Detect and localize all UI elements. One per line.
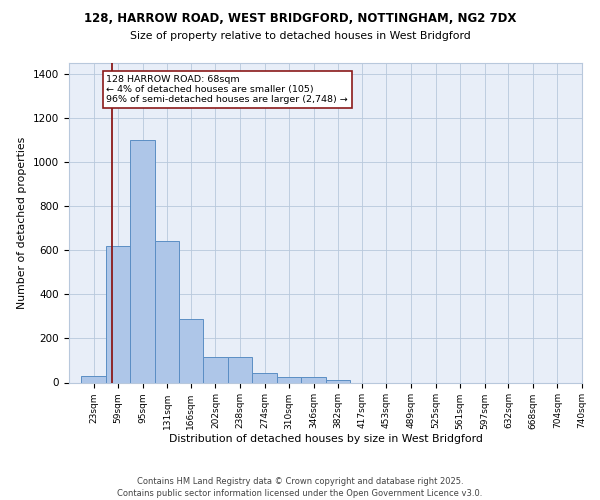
Text: 128 HARROW ROAD: 68sqm
← 4% of detached houses are smaller (105)
96% of semi-det: 128 HARROW ROAD: 68sqm ← 4% of detached … xyxy=(106,74,348,104)
Bar xyxy=(252,372,277,382)
Y-axis label: Number of detached properties: Number of detached properties xyxy=(17,136,28,308)
Bar xyxy=(81,376,106,382)
X-axis label: Distribution of detached houses by size in West Bridgford: Distribution of detached houses by size … xyxy=(169,434,482,444)
Text: Contains public sector information licensed under the Open Government Licence v3: Contains public sector information licen… xyxy=(118,488,482,498)
Bar xyxy=(326,380,350,382)
Text: Size of property relative to detached houses in West Bridgford: Size of property relative to detached ho… xyxy=(130,31,470,41)
Bar xyxy=(106,246,130,382)
Bar xyxy=(301,377,326,382)
Bar xyxy=(179,318,203,382)
Text: 128, HARROW ROAD, WEST BRIDGFORD, NOTTINGHAM, NG2 7DX: 128, HARROW ROAD, WEST BRIDGFORD, NOTTIN… xyxy=(84,12,516,26)
Bar xyxy=(130,140,155,382)
Bar xyxy=(277,377,301,382)
Bar xyxy=(155,242,179,382)
Bar xyxy=(203,357,228,382)
Text: Contains HM Land Registry data © Crown copyright and database right 2025.: Contains HM Land Registry data © Crown c… xyxy=(137,477,463,486)
Bar xyxy=(228,357,252,382)
